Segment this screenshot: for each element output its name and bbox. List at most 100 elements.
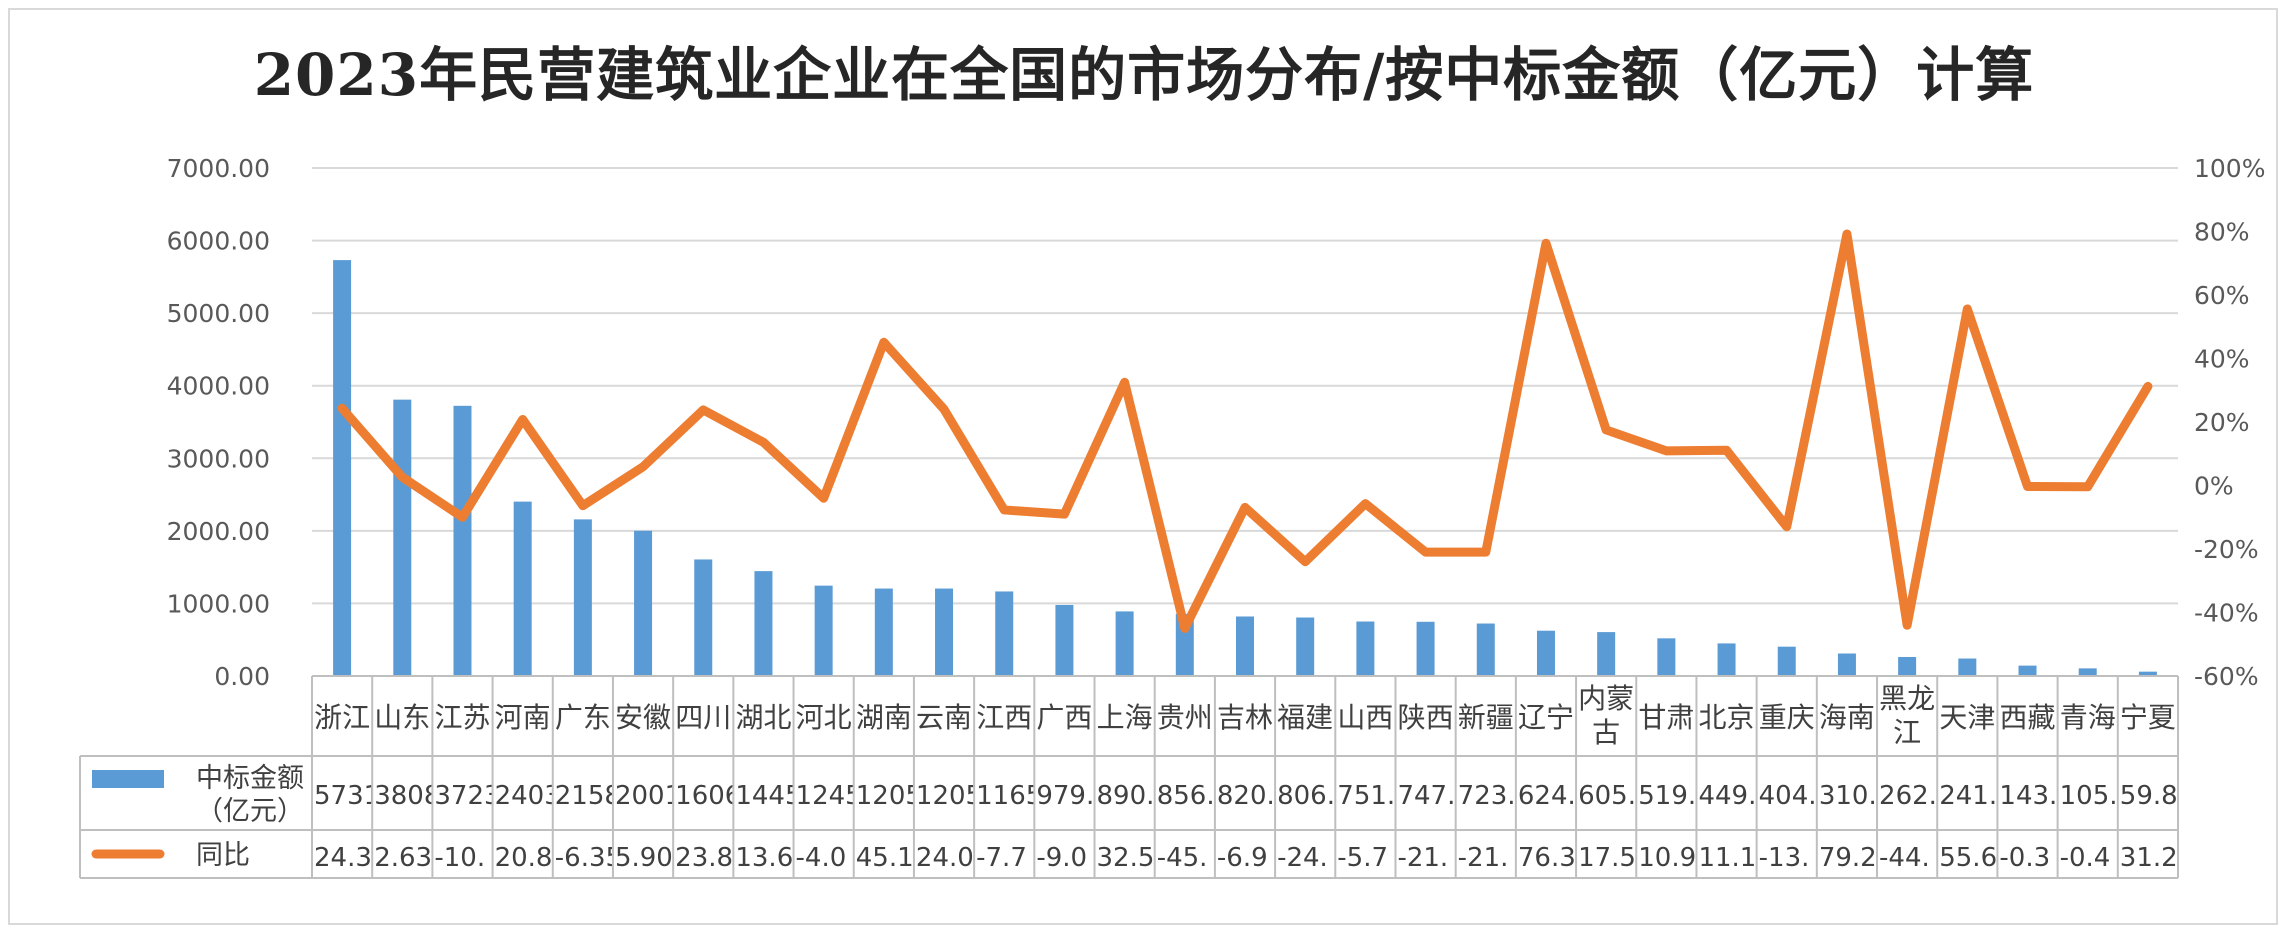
table-cell-yoy: 10.9 (1638, 843, 1696, 873)
line-series-yoy (337, 229, 2153, 633)
table-cell-yoy: -45. (1157, 843, 1208, 873)
y-left-tick-label: 1000.00 (167, 589, 270, 618)
category-label: 江 (1893, 716, 1921, 749)
table-cell-amount: 59.8 (2120, 781, 2178, 811)
category-label: 西藏 (2000, 701, 2056, 734)
bar-北京 (1717, 643, 1736, 676)
table-cell-yoy: 55.6 (1939, 843, 1997, 873)
category-label: 贵州 (1157, 701, 1213, 734)
bar-海南 (1837, 653, 1856, 676)
table-cell-yoy: -13. (1759, 843, 1810, 873)
line-point-福建 (1303, 560, 1307, 564)
table-cell-yoy: -9.0 (1036, 843, 1087, 873)
chart-title: 2023年民营建筑业企业在全国的市场分布/按中标金额（亿元）计算 (253, 41, 2035, 109)
line-point-河北 (822, 496, 826, 500)
line-point-西藏 (2026, 484, 2030, 488)
line-point-内蒙古 (1604, 428, 1608, 432)
category-label: 新疆 (1458, 701, 1514, 734)
table-cell-yoy: -44. (1879, 843, 1930, 873)
bar-湖南 (874, 588, 893, 676)
y-right-tick-label: -40% (2194, 599, 2259, 628)
legend-key-amount (92, 770, 164, 788)
line-point-河南 (521, 417, 525, 421)
category-label: 甘肃 (1638, 701, 1694, 734)
y-right-tick-label: 60% (2194, 281, 2250, 310)
category-label: 河北 (796, 701, 852, 734)
bar-上海 (1115, 611, 1134, 676)
table-cell-amount: 2403 (495, 781, 561, 811)
table-cell-yoy: 32.5 (1097, 843, 1155, 873)
category-label: 古 (1592, 716, 1620, 749)
y-left-tick-label: 7000.00 (167, 154, 270, 183)
table-cell-yoy: 17.5 (1578, 843, 1636, 873)
legend-label-amount: 中标金额 (196, 763, 304, 794)
category-label: 云南 (916, 701, 972, 734)
table-cell-yoy: 2.63 (374, 843, 432, 873)
line-point-甘肃 (1664, 449, 1668, 453)
line-point-广西 (1062, 512, 1066, 516)
category-label: 广东 (555, 701, 611, 734)
bar-河南 (513, 501, 532, 676)
category-label: 辽宁 (1518, 701, 1574, 734)
legend-label-yoy: 同比 (196, 840, 250, 871)
bar-吉林 (1236, 616, 1254, 676)
table-cell-yoy: -5.7 (1337, 843, 1388, 873)
bar-湖北 (754, 571, 773, 676)
table-cell-yoy: -21. (1458, 843, 1509, 873)
bar-广东 (573, 519, 592, 676)
y-right-tick-label: -20% (2194, 535, 2259, 564)
y-left-tick-label: 0.00 (214, 662, 270, 691)
table-cell-amount: 1606. (675, 781, 749, 811)
bar-江西 (995, 591, 1014, 676)
line-point-四川 (701, 408, 705, 412)
category-label: 陕西 (1398, 701, 1454, 734)
table-cell-yoy: -10. (434, 843, 485, 873)
y-right-tick-label: -60% (2194, 662, 2259, 691)
y-left-tick-label: 6000.00 (167, 227, 270, 256)
table-cell-amount: 241. (1939, 781, 1997, 811)
category-label: 吉林 (1217, 701, 1273, 734)
table-cell-yoy: 79.2 (1819, 843, 1877, 873)
table-cell-yoy: -21. (1397, 843, 1448, 873)
category-label: 湖北 (735, 701, 791, 734)
table-cell-amount: 1245. (796, 781, 870, 811)
table-cell-amount: 605. (1578, 781, 1636, 811)
category-label: 浙江 (314, 701, 370, 734)
table-cell-yoy: -24. (1277, 843, 1328, 873)
bar-江苏 (453, 405, 472, 676)
line-point-宁夏 (2146, 384, 2150, 388)
bar-重庆 (1777, 646, 1796, 676)
table-cell-amount: 979. (1036, 781, 1094, 811)
table-cell-amount: 519. (1638, 781, 1696, 811)
line-point-黑龙江 (1905, 623, 1909, 627)
table-cell-yoy: 13.6 (735, 843, 793, 873)
category-label: 河南 (495, 701, 551, 734)
line-point-贵州 (1183, 626, 1187, 630)
bar-陕西 (1416, 621, 1435, 676)
bar-福建 (1296, 617, 1315, 676)
line-point-山西 (1363, 502, 1367, 506)
category-label: 江西 (976, 701, 1032, 734)
bar-宁夏 (2138, 671, 2157, 676)
category-label: 内蒙 (1578, 682, 1634, 715)
line-point-陕西 (1424, 550, 1428, 554)
bar-甘肃 (1657, 638, 1676, 676)
table-cell-amount: 1165. (976, 781, 1050, 811)
category-label: 青海 (2060, 701, 2116, 734)
line-point-辽宁 (1544, 241, 1548, 245)
table-cell-amount: 3723 (434, 781, 500, 811)
y-right-tick-label: 80% (2194, 218, 2250, 247)
table-cell-yoy: 31.2 (2120, 843, 2178, 873)
line-point-广东 (581, 504, 585, 508)
line-point-北京 (1725, 448, 1729, 452)
y-right-tick-label: 0% (2194, 472, 2234, 501)
line-point-山东 (400, 475, 404, 479)
line-point-江西 (1002, 508, 1006, 512)
category-label: 黑龙 (1879, 682, 1935, 715)
bar-辽宁 (1536, 630, 1555, 676)
bar-内蒙古 (1597, 632, 1616, 676)
bar-四川 (694, 559, 713, 676)
line-point-江苏 (460, 515, 464, 519)
bar-西藏 (2018, 665, 2037, 676)
